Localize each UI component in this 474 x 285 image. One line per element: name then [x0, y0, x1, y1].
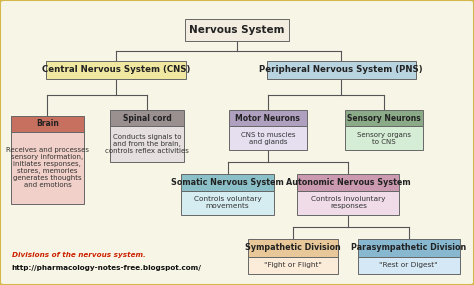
Text: Controls involuntary
responses: Controls involuntary responses: [311, 196, 386, 209]
FancyBboxPatch shape: [110, 126, 183, 162]
FancyBboxPatch shape: [345, 110, 423, 126]
FancyBboxPatch shape: [357, 256, 459, 274]
FancyBboxPatch shape: [11, 116, 84, 132]
FancyBboxPatch shape: [248, 239, 338, 256]
FancyBboxPatch shape: [298, 174, 399, 191]
Text: "Fight or Flight": "Fight or Flight": [264, 262, 322, 268]
Text: Divisions of the nervous system.: Divisions of the nervous system.: [12, 252, 146, 258]
Text: Brain: Brain: [36, 119, 59, 129]
Text: Sensory organs
to CNS: Sensory organs to CNS: [357, 132, 411, 144]
Text: Autonomic Nervous System: Autonomic Nervous System: [286, 178, 410, 187]
Text: http://pharmacology-notes-free.blogspot.com/: http://pharmacology-notes-free.blogspot.…: [12, 265, 202, 271]
Text: "Rest or Digest": "Rest or Digest": [379, 262, 438, 268]
Text: Receives and processes
sensory information,
initiates responses,
stores, memorie: Receives and processes sensory informati…: [6, 147, 89, 188]
FancyBboxPatch shape: [345, 126, 423, 150]
FancyBboxPatch shape: [298, 191, 399, 215]
Text: Peripheral Nervous System (PNS): Peripheral Nervous System (PNS): [259, 65, 423, 74]
FancyBboxPatch shape: [181, 191, 273, 215]
FancyBboxPatch shape: [248, 256, 338, 274]
Text: Sensory Neurons: Sensory Neurons: [347, 114, 421, 123]
Text: CNS to muscles
and glands: CNS to muscles and glands: [241, 132, 295, 144]
FancyBboxPatch shape: [185, 19, 289, 40]
Text: Motor Neurons: Motor Neurons: [236, 114, 300, 123]
FancyBboxPatch shape: [11, 132, 84, 203]
FancyBboxPatch shape: [46, 60, 186, 79]
Text: Somatic Nervous System: Somatic Nervous System: [171, 178, 284, 187]
Text: Controls voluntary
movements: Controls voluntary movements: [194, 196, 261, 209]
FancyBboxPatch shape: [110, 110, 183, 126]
FancyBboxPatch shape: [181, 174, 273, 191]
Text: Conducts signals to
and from the brain,
controls reflex activities: Conducts signals to and from the brain, …: [105, 134, 189, 154]
Text: Parasympathetic Division: Parasympathetic Division: [351, 243, 466, 253]
Text: Spinal cord: Spinal cord: [123, 114, 171, 123]
Text: Sympathetic Division: Sympathetic Division: [245, 243, 341, 253]
FancyBboxPatch shape: [228, 126, 307, 150]
FancyBboxPatch shape: [266, 60, 416, 79]
Text: Central Nervous System (CNS): Central Nervous System (CNS): [42, 65, 191, 74]
FancyBboxPatch shape: [228, 110, 307, 126]
Text: Nervous System: Nervous System: [189, 25, 285, 35]
FancyBboxPatch shape: [357, 239, 459, 256]
